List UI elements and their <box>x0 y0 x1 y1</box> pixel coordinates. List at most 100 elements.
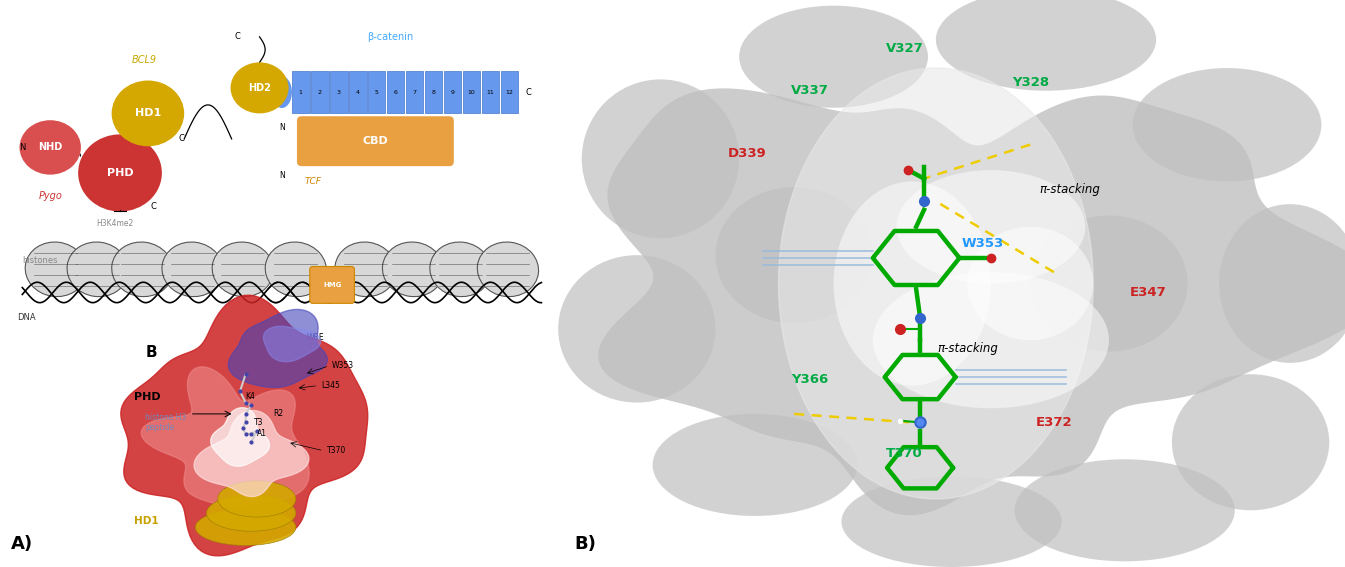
Text: histone H3
peptide: histone H3 peptide <box>145 413 187 432</box>
Text: E372: E372 <box>1036 416 1072 429</box>
Text: H3K4me2: H3K4me2 <box>95 219 133 229</box>
Text: π-stacking: π-stacking <box>1040 184 1100 196</box>
Text: 3: 3 <box>336 90 340 95</box>
Polygon shape <box>141 367 309 507</box>
Text: W353: W353 <box>332 361 354 370</box>
Text: PHD: PHD <box>134 392 160 402</box>
FancyBboxPatch shape <box>482 71 499 113</box>
Ellipse shape <box>218 481 296 517</box>
FancyBboxPatch shape <box>367 71 386 113</box>
Text: DNA: DNA <box>16 313 35 322</box>
Text: HD1: HD1 <box>134 108 161 119</box>
Ellipse shape <box>652 414 857 516</box>
Text: C: C <box>179 134 184 143</box>
Ellipse shape <box>207 495 296 531</box>
Text: E347: E347 <box>1130 286 1166 298</box>
Text: 2: 2 <box>317 90 321 95</box>
Ellipse shape <box>161 242 223 297</box>
Text: 6: 6 <box>394 90 398 95</box>
Text: 8: 8 <box>432 90 436 95</box>
Text: PHD: PHD <box>106 168 133 178</box>
Text: L345: L345 <box>321 381 340 390</box>
Polygon shape <box>264 326 320 362</box>
Text: B: B <box>145 345 157 360</box>
Text: BCL9: BCL9 <box>132 54 156 65</box>
Text: N: N <box>278 171 285 180</box>
FancyBboxPatch shape <box>292 71 309 113</box>
Ellipse shape <box>1014 459 1235 561</box>
Ellipse shape <box>897 170 1085 284</box>
FancyBboxPatch shape <box>500 71 518 113</box>
Text: 12: 12 <box>506 90 514 95</box>
Text: N: N <box>112 112 117 121</box>
Ellipse shape <box>842 476 1061 567</box>
Text: C: C <box>526 88 531 96</box>
Ellipse shape <box>213 242 273 297</box>
Text: C: C <box>234 32 241 41</box>
Ellipse shape <box>335 242 397 297</box>
Ellipse shape <box>1219 204 1345 363</box>
Ellipse shape <box>558 255 716 403</box>
Ellipse shape <box>112 242 174 297</box>
Ellipse shape <box>967 227 1093 340</box>
Text: π-stacking: π-stacking <box>937 342 998 355</box>
FancyBboxPatch shape <box>348 71 366 113</box>
Text: HD2: HD2 <box>247 83 270 93</box>
Ellipse shape <box>272 77 292 108</box>
Polygon shape <box>779 68 1093 499</box>
Text: HD1: HD1 <box>134 517 159 527</box>
Text: T370: T370 <box>327 446 346 455</box>
Ellipse shape <box>382 242 444 297</box>
Ellipse shape <box>582 79 740 238</box>
Polygon shape <box>121 295 367 556</box>
FancyBboxPatch shape <box>387 71 405 113</box>
Text: 11: 11 <box>487 90 495 95</box>
Text: R2: R2 <box>273 409 284 418</box>
Polygon shape <box>599 89 1345 515</box>
FancyBboxPatch shape <box>406 71 424 113</box>
Ellipse shape <box>1132 68 1321 181</box>
Text: 9: 9 <box>451 90 455 95</box>
FancyBboxPatch shape <box>311 71 328 113</box>
Text: W353: W353 <box>962 238 1005 250</box>
Ellipse shape <box>430 242 491 297</box>
Text: D339: D339 <box>728 147 767 159</box>
Text: V327: V327 <box>885 42 923 54</box>
Text: Y328: Y328 <box>1011 76 1049 88</box>
Text: N: N <box>19 143 26 152</box>
Text: CBD: CBD <box>363 136 389 146</box>
Text: 4: 4 <box>355 90 359 95</box>
Text: K4: K4 <box>246 392 256 401</box>
FancyBboxPatch shape <box>463 71 480 113</box>
Text: HMG: HMG <box>323 282 342 287</box>
FancyBboxPatch shape <box>330 71 347 113</box>
Text: TCF: TCF <box>304 177 321 186</box>
Text: 7: 7 <box>413 90 417 95</box>
Text: WRE: WRE <box>307 333 324 342</box>
Polygon shape <box>194 411 309 497</box>
Ellipse shape <box>230 62 289 113</box>
Ellipse shape <box>1171 374 1329 510</box>
Ellipse shape <box>26 242 86 297</box>
Text: A1: A1 <box>257 429 266 438</box>
Text: histones: histones <box>23 256 58 265</box>
Text: A): A) <box>11 535 34 553</box>
FancyBboxPatch shape <box>425 71 443 113</box>
Ellipse shape <box>716 187 873 323</box>
Ellipse shape <box>78 134 161 211</box>
Text: V337: V337 <box>791 84 829 97</box>
Ellipse shape <box>873 272 1110 408</box>
Text: B): B) <box>574 535 596 553</box>
Ellipse shape <box>477 242 538 297</box>
Ellipse shape <box>265 242 327 297</box>
Ellipse shape <box>740 6 928 108</box>
Text: T370: T370 <box>886 447 923 460</box>
Polygon shape <box>229 310 327 387</box>
FancyBboxPatch shape <box>309 266 355 303</box>
FancyBboxPatch shape <box>297 116 453 166</box>
Text: C: C <box>151 202 156 211</box>
Text: 1: 1 <box>299 90 303 95</box>
Text: 5: 5 <box>375 90 378 95</box>
Ellipse shape <box>195 509 296 545</box>
Ellipse shape <box>834 181 991 386</box>
